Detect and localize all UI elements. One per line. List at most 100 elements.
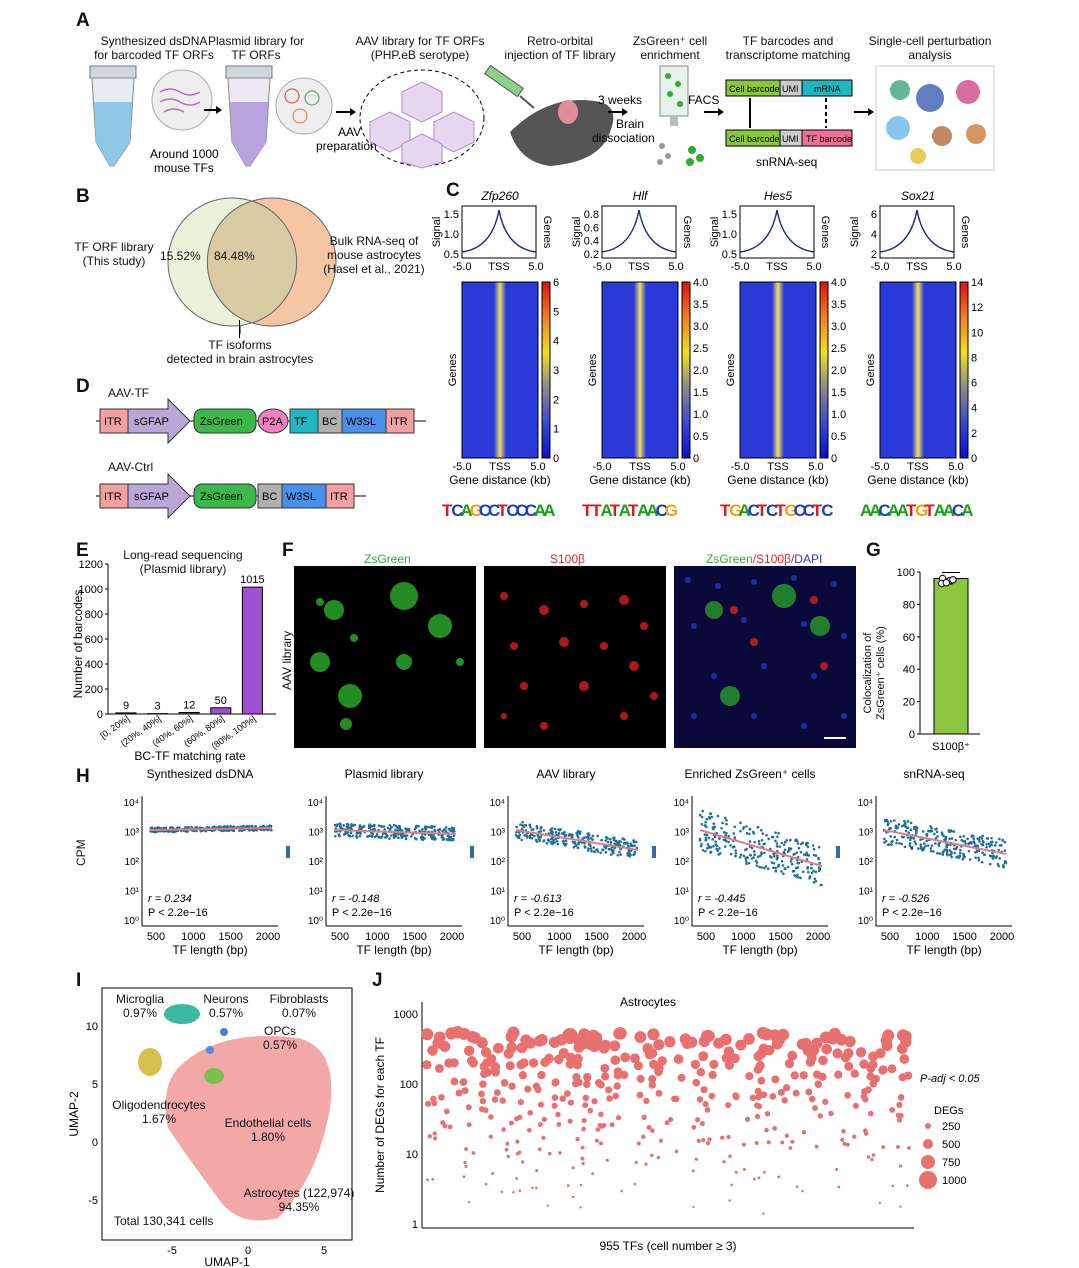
scatter-point	[795, 851, 798, 854]
oligodendrocyte-cluster	[138, 1048, 162, 1076]
genes-axis-label: Genes	[447, 353, 459, 386]
scatter-point	[386, 834, 389, 837]
xtick-label: 1500	[952, 931, 976, 943]
scatter-point	[746, 832, 749, 835]
scatter-point	[351, 835, 354, 838]
scatter-point	[734, 849, 737, 852]
scatter-point	[577, 847, 580, 850]
scatter-point	[618, 851, 621, 854]
venn-bottom-label: TF isoforms detected in brain astrocytes	[160, 338, 320, 366]
scatter-point	[942, 835, 945, 838]
bubble	[518, 1189, 521, 1192]
bubble	[869, 1080, 877, 1088]
data-point	[950, 577, 956, 583]
scatter-point	[415, 825, 418, 828]
ytick-label: 10	[406, 1149, 418, 1161]
bubble	[444, 1058, 453, 1067]
bubble	[555, 1112, 560, 1117]
scatter-title: AAV library	[536, 767, 595, 781]
colorbar-tick: 5	[553, 306, 559, 318]
scatter-point	[733, 845, 736, 848]
scatter-point	[610, 853, 613, 856]
bubble	[866, 1064, 875, 1073]
scatter-point	[554, 838, 557, 841]
scatter-point	[433, 829, 436, 832]
bubble	[541, 1136, 545, 1140]
colorbar-tick: 0.5	[831, 431, 846, 443]
bubble	[515, 1140, 519, 1144]
scatter-point	[978, 838, 981, 841]
bubble	[507, 1155, 510, 1158]
scatter-point	[755, 860, 758, 863]
bubble	[493, 1043, 504, 1054]
scatter-point	[334, 824, 337, 827]
bubble	[451, 1078, 459, 1086]
bubble	[861, 1093, 868, 1100]
r-value: r = -0.148	[332, 893, 380, 905]
scatter-point	[753, 841, 756, 844]
flow-arrow	[836, 842, 840, 862]
profile-ytick: 6	[871, 209, 877, 221]
colorbar-tick: 2	[553, 394, 559, 406]
bubble	[898, 1094, 905, 1101]
bubble	[427, 1045, 438, 1056]
scatter-point	[713, 826, 716, 829]
bubble	[610, 1122, 615, 1127]
bubble	[653, 1039, 664, 1050]
scatter-point	[895, 842, 898, 845]
scatter-point	[384, 836, 387, 839]
bubble	[426, 1179, 429, 1182]
scatter-point	[760, 866, 763, 869]
scatter-point	[893, 836, 896, 839]
scatter-point	[710, 816, 713, 819]
bubble	[568, 1119, 573, 1124]
scatter-point	[773, 855, 776, 858]
colorbar-tick: 2.0	[693, 365, 708, 377]
bubble	[753, 1178, 756, 1181]
scatter-point	[708, 816, 711, 819]
scatter-point	[799, 877, 802, 880]
signal-label: Signal	[571, 217, 583, 248]
scatter-point	[699, 814, 702, 817]
chart-title: Astrocytes	[620, 995, 676, 1009]
panel-a-step2: Plasmid library for TF ORFs	[186, 34, 326, 62]
scatter-point	[985, 846, 988, 849]
colorbar-tick: 3.5	[693, 299, 708, 311]
scatter-point	[593, 850, 596, 853]
bubble	[606, 1159, 609, 1162]
bubble	[506, 1031, 518, 1043]
bubble	[591, 1098, 597, 1104]
bubble	[791, 1071, 799, 1079]
bubble	[435, 1064, 444, 1073]
scatter-point	[184, 826, 187, 829]
colorbar-tick: 1.0	[831, 409, 846, 421]
syringe-icon	[485, 65, 534, 108]
bubble	[796, 1185, 799, 1188]
y-axis-label: Number of barcodes	[71, 590, 85, 699]
scatter-point	[355, 835, 358, 838]
scatter-point	[938, 844, 941, 847]
venn-right-label: Bulk RNA-seq of mouse astrocytes (Hasel …	[318, 234, 430, 276]
bubble	[802, 1130, 807, 1135]
construct-part-label: P2A	[262, 416, 283, 428]
g-ylabel: Colocalization of ZsGreen⁺ cells (%)	[862, 626, 888, 720]
profile-xtick: -5.0	[593, 261, 612, 273]
colorbar	[682, 282, 690, 458]
scatter-point	[909, 836, 912, 839]
bubble	[832, 1048, 842, 1058]
ytick-label: 10	[86, 1021, 98, 1033]
scatter-point	[204, 830, 207, 833]
scatter-point	[604, 839, 607, 842]
bubble	[657, 1156, 660, 1159]
colorbar-tick: 4.0	[693, 277, 708, 289]
scatter-point	[782, 872, 785, 875]
heatmap-xtick: 5.0	[530, 461, 545, 473]
x-axis-label: TF length (bp)	[356, 943, 431, 957]
scatter-point	[565, 834, 568, 837]
scatter-point	[784, 841, 787, 844]
ytick-label: 200	[85, 684, 103, 696]
bubble	[605, 1086, 612, 1093]
scatter-point	[935, 827, 938, 830]
